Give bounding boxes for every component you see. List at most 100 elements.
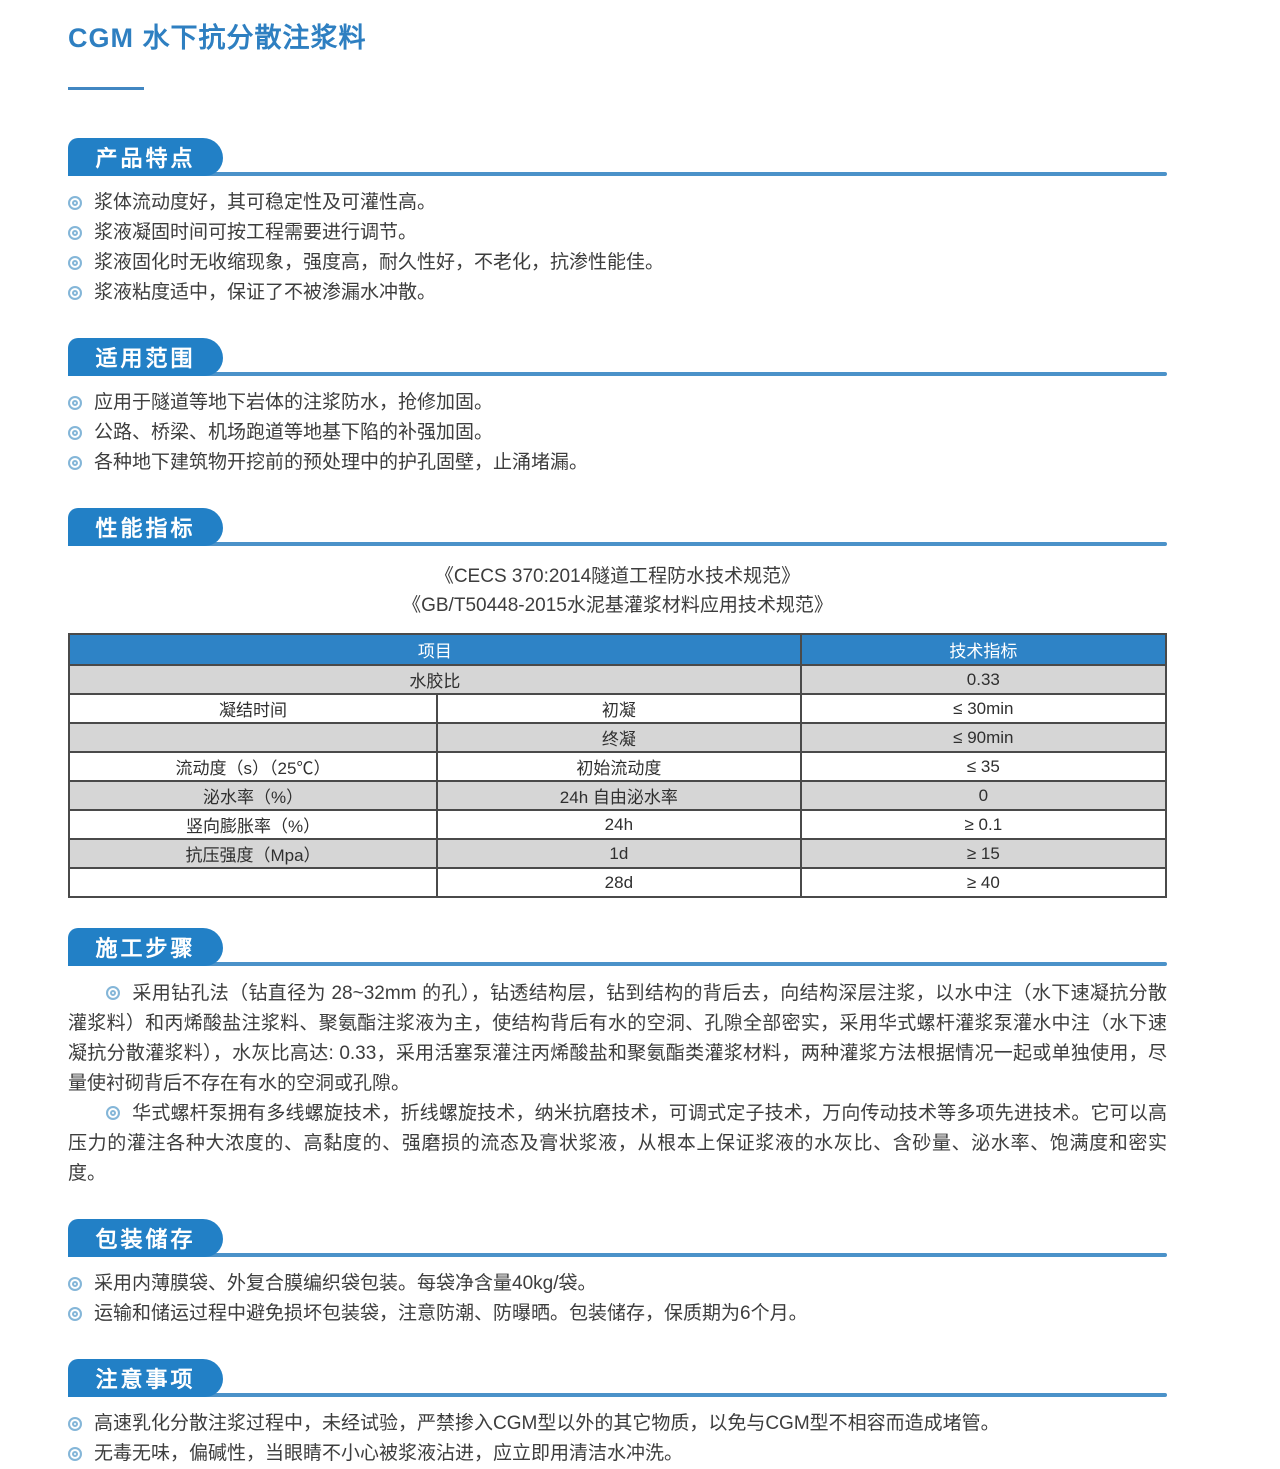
section-rule [68,1253,1167,1257]
standard-reference-line: 《GB/T50448-2015水泥基灌浆材料应用技术规范》 [402,595,833,616]
scope-list: 应用于隧道等地下岩体的注浆防水，抢修加固。公路、桥梁、机场跑道等地基下陷的补强加… [68,388,1167,478]
page-title: CGM 水下抗分散注浆料 [68,23,367,53]
table-cell: ≥ 0.1 [799,809,1168,840]
section-tab-features: 产品特点 [68,138,223,176]
table-row: 28d ≥ 40 [67,867,1168,898]
list-item: 浆体流动度好，其可稳定性及可灌性高。 [68,188,1167,218]
section-tab-notes: 注意事项 [68,1359,223,1397]
list-item: 公路、桥梁、机场跑道等地基下陷的补强加固。 [68,418,1167,448]
section-rule [68,962,1167,966]
list-item-text: 浆体流动度好，其可稳定性及可灌性高。 [94,192,437,213]
table-cell: ≤ 90min [799,722,1168,753]
section-tab-steps: 施工步骤 [68,928,223,966]
table-row: 抗压强度（Mpa） 1d ≥ 15 [67,838,1168,869]
list-item-text: 应用于隧道等地下岩体的注浆防水，抢修加固。 [94,392,494,413]
section-packaging: 包装储存 采用内薄膜袋、外复合膜编织袋包装。每袋净含量40kg/袋。运输和储运过… [68,1219,1167,1329]
list-item: 运输和储运过程中避免损坏包装袋，注意防潮、防曝晒。包装储存，保质期为6个月。 [68,1299,1167,1329]
ring-bullet-icon [68,286,82,300]
list-item: 浆液凝固时间可按工程需要进行调节。 [68,218,1167,248]
list-item-text: 高速乳化分散注浆过程中，未经试验，严禁掺入CGM型以外的其它物质，以免与CGM型… [94,1413,1000,1434]
table-row: 流动度（s）（25℃） 初始流动度 ≤ 35 [67,751,1168,782]
step-paragraph: 采用钻孔法（钻直径为 28~32mm 的孔），钻透结构层，钻到结构的背后去，向结… [68,979,1167,1099]
table-cell: 28d [436,867,802,898]
list-item: 各种地下建筑物开挖前的预处理中的护孔固壁，止涌堵漏。 [68,448,1167,478]
ring-bullet-icon [68,256,82,270]
table-row: 竖向膨胀率（%） 24h ≥ 0.1 [67,809,1168,840]
step-paragraph-text: 华式螺杆泵拥有多线螺旋技术，折线螺旋技术，纳米抗磨技术，可调式定子技术，万向传动… [68,1103,1167,1184]
list-item: 应用于隧道等地下岩体的注浆防水，抢修加固。 [68,388,1167,418]
table-cell: 终凝 [436,722,802,753]
section-tab-packaging: 包装储存 [68,1219,223,1257]
section-steps: 施工步骤 采用钻孔法（钻直径为 28~32mm 的孔），钻透结构层，钻到结构的背… [68,928,1167,1189]
steps-paragraphs: 采用钻孔法（钻直径为 28~32mm 的孔），钻透结构层，钻到结构的背后去，向结… [68,979,1167,1189]
performance-table-body: 水胶比 0.33 凝结时间 初凝 ≤ 30min 终凝 ≤ 90min 流动度（s）（25℃）… [67,664,1168,898]
ring-bullet-icon [68,1277,82,1291]
features-list: 浆体流动度好，其可稳定性及可灌性高。 浆液凝固时间可按工程需要进行调节。浆液固化时… [68,188,1167,308]
table-cell: ≥ 40 [799,867,1168,898]
notes-list: 高速乳化分散注浆过程中，未经试验，严禁掺入CGM型以外的其它物质，以免与CGM型… [68,1409,1167,1469]
list-item: 高速乳化分散注浆过程中，未经试验，严禁掺入CGM型以外的其它物质，以免与CGM型… [68,1409,1167,1439]
table-cell: 24h 自由泌水率 [436,780,802,811]
list-item: 浆液粘度适中，保证了不被渗漏水冲散。 [68,278,1167,308]
ring-bullet-icon [68,1417,82,1431]
table-cell: ≤ 35 [799,751,1168,782]
table-row: 凝结时间 初凝 ≤ 30min [67,693,1168,724]
performance-table: 项目 技术指标 水胶比 0.33 凝结时间 初凝 ≤ 30min 终凝 ≤ 90min 流动度（… [67,633,1168,898]
ring-bullet-icon [68,426,82,440]
ring-bullet-icon [68,1307,82,1321]
list-item-text: 浆液固化时无收缩现象，强度高，耐久性好，不老化，抗渗性能佳。 [94,252,665,273]
list-item: 无毒无味，偏碱性，当眼睛不小心被浆液沾进，应立即用清洁水冲洗。 [68,1439,1167,1469]
ring-bullet-icon [106,1106,120,1120]
section-rule [68,1393,1167,1397]
ring-bullet-icon [68,196,82,210]
ring-bullet-icon [106,986,120,1000]
step-paragraph: 华式螺杆泵拥有多线螺旋技术，折线螺旋技术，纳米抗磨技术，可调式定子技术，万向传动… [68,1099,1167,1189]
section-features: 产品特点 浆体流动度好，其可稳定性及可灌性高。 浆液凝固时间可按工程需要进行调节。… [68,138,1167,308]
list-item: 采用内薄膜袋、外复合膜编织袋包装。每袋净含量40kg/袋。 [68,1269,1167,1299]
ring-bullet-icon [68,456,82,470]
list-item-text: 浆液凝固时间可按工程需要进行调节。 [94,222,418,243]
table-cell: 0.33 [799,664,1168,695]
title-underline [68,87,144,90]
table-cell: 流动度（s）（25℃） [67,751,439,782]
table-row: 终凝 ≤ 90min [67,722,1168,753]
section-performance: 性能指标 《CECS 370:2014隧道工程防水技术规范》 《GB/T5044… [67,508,1168,898]
table-cell [67,867,439,898]
section-tab-scope: 适用范围 [68,338,223,376]
table-cell: 泌水率（%） [67,780,439,811]
table-cell: ≥ 15 [799,838,1168,869]
section-rule [68,172,1167,176]
table-cell: 0 [799,780,1168,811]
performance-table-head: 项目 技术指标 [68,633,1168,666]
ring-bullet-icon [68,226,82,240]
table-row: 泌水率（%） 24h 自由泌水率 0 [67,780,1168,811]
step-paragraph-text: 采用钻孔法（钻直径为 28~32mm 的孔），钻透结构层，钻到结构的背后去，向结… [68,983,1167,1094]
table-header-row: 项目 技术指标 [68,633,1168,666]
table-cell: 初凝 [436,693,802,724]
section-rule [68,372,1167,376]
list-item-text: 运输和储运过程中避免损坏包装袋，注意防潮、防曝晒。包装储存，保质期为6个月。 [94,1303,808,1324]
table-cell: 凝结时间 [67,693,439,724]
table-header-cell: 项目 [68,633,802,666]
ring-bullet-icon [68,1447,82,1461]
section-scope: 适用范围 应用于隧道等地下岩体的注浆防水，抢修加固。公路、桥梁、机场跑道等地基下… [68,338,1167,478]
table-cell: ≤ 30min [799,693,1168,724]
list-item-text: 无毒无味，偏碱性，当眼睛不小心被浆液沾进，应立即用清洁水冲洗。 [94,1443,684,1464]
table-row: 水胶比 0.33 [68,664,1168,695]
list-item-text: 浆液粘度适中，保证了不被渗漏水冲散。 [94,282,437,303]
list-item-text: 各种地下建筑物开挖前的预处理中的护孔固壁，止涌堵漏。 [94,452,589,473]
section-notes: 注意事项 高速乳化分散注浆过程中，未经试验，严禁掺入CGM型以外的其它物质，以免… [68,1359,1167,1469]
table-header-cell: 技术指标 [799,633,1168,666]
table-cell: 24h [436,809,802,840]
list-item: 浆液固化时无收缩现象，强度高，耐久性好，不老化，抗渗性能佳。 [68,248,1167,278]
section-tab-performance: 性能指标 [68,508,223,546]
standard-reference-line: 《CECS 370:2014隧道工程防水技术规范》 [434,566,801,587]
standards-references: 《CECS 370:2014隧道工程防水技术规范》 《GB/T50448-201… [68,562,1167,620]
table-cell: 竖向膨胀率（%） [67,809,439,840]
ring-bullet-icon [68,396,82,410]
table-cell: 抗压强度（Mpa） [67,838,439,869]
section-rule [68,542,1167,546]
table-cell: 1d [436,838,802,869]
table-cell: 初始流动度 [436,751,802,782]
